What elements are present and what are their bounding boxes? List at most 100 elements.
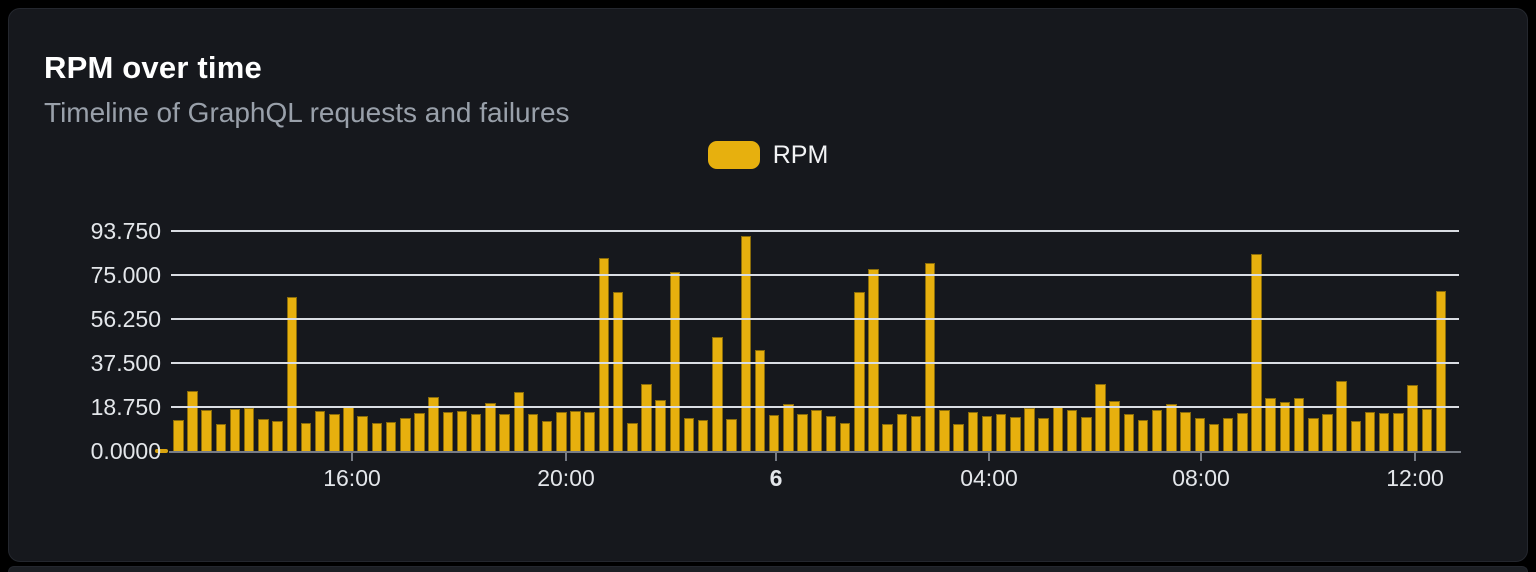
bar[interactable]: [541, 421, 553, 451]
gridline: [171, 362, 1459, 364]
bar[interactable]: [414, 412, 425, 451]
bar[interactable]: [1010, 416, 1021, 451]
bar[interactable]: [1322, 414, 1333, 451]
bar[interactable]: [669, 271, 681, 451]
bar[interactable]: [1052, 406, 1064, 451]
bar[interactable]: [499, 413, 510, 451]
bar[interactable]: [513, 391, 524, 451]
bar[interactable]: [697, 420, 709, 451]
bar[interactable]: [1393, 412, 1404, 451]
bar[interactable]: [882, 423, 893, 451]
bar[interactable]: [768, 415, 780, 451]
bar[interactable]: [272, 421, 283, 451]
bar[interactable]: [1024, 408, 1035, 451]
bar[interactable]: [201, 410, 212, 451]
bar[interactable]: [300, 423, 312, 451]
bar[interactable]: [442, 411, 454, 451]
bar[interactable]: [371, 423, 383, 451]
bar[interactable]: [641, 384, 652, 451]
bar[interactable]: [584, 411, 595, 451]
bar[interactable]: [598, 258, 610, 451]
bar[interactable]: [1081, 416, 1092, 451]
bar-series-rpm: [171, 231, 1459, 451]
bar[interactable]: [456, 411, 468, 451]
bar[interactable]: [1109, 401, 1120, 451]
bar[interactable]: [1137, 420, 1149, 451]
bar[interactable]: [400, 417, 411, 451]
bar[interactable]: [854, 291, 865, 451]
y-axis-label: 93.750: [90, 218, 161, 244]
bar[interactable]: [215, 424, 227, 451]
bar[interactable]: [556, 411, 567, 451]
bar[interactable]: [726, 419, 737, 451]
bar[interactable]: [924, 263, 936, 451]
bar[interactable]: [1066, 410, 1078, 451]
bar[interactable]: [754, 350, 766, 451]
bar[interactable]: [1038, 418, 1049, 451]
panel-title: RPM over time: [44, 50, 262, 85]
bar[interactable]: [570, 411, 581, 451]
bar[interactable]: [1251, 254, 1262, 451]
bar[interactable]: [1421, 408, 1432, 451]
bar[interactable]: [839, 422, 851, 451]
bar[interactable]: [995, 414, 1007, 451]
bar[interactable]: [187, 390, 198, 451]
bar[interactable]: [868, 269, 879, 451]
bar[interactable]: [981, 416, 993, 451]
bar[interactable]: [712, 337, 723, 451]
bar[interactable]: [1378, 413, 1390, 451]
x-axis-tick: [1200, 452, 1202, 461]
bar[interactable]: [343, 406, 354, 451]
bar[interactable]: [470, 413, 482, 451]
bar[interactable]: [612, 291, 624, 451]
bar[interactable]: [229, 408, 241, 451]
bar[interactable]: [783, 403, 794, 451]
bar[interactable]: [1237, 412, 1248, 451]
y-axis-label: 37.500: [90, 350, 161, 376]
bar[interactable]: [1222, 417, 1234, 451]
bar[interactable]: [1265, 397, 1276, 451]
bar[interactable]: [627, 423, 638, 451]
bar[interactable]: [1279, 402, 1291, 451]
legend-item-rpm[interactable]: RPM: [707, 141, 829, 169]
bar[interactable]: [329, 413, 340, 451]
bar[interactable]: [243, 408, 255, 451]
bar[interactable]: [797, 414, 808, 451]
bar[interactable]: [258, 419, 269, 451]
bar[interactable]: [953, 423, 964, 451]
bar[interactable]: [939, 410, 950, 451]
bar[interactable]: [1123, 414, 1135, 451]
bar[interactable]: [1095, 384, 1106, 451]
bar[interactable]: [825, 416, 837, 451]
bar[interactable]: [1350, 421, 1362, 451]
bar[interactable]: [286, 297, 297, 451]
bar[interactable]: [896, 414, 908, 451]
bar[interactable]: [1336, 381, 1347, 451]
bar[interactable]: [967, 412, 978, 451]
bar[interactable]: [357, 416, 368, 451]
bar[interactable]: [1308, 418, 1319, 451]
bar[interactable]: [740, 236, 751, 451]
bar[interactable]: [1208, 423, 1220, 451]
bar[interactable]: [1293, 397, 1305, 451]
bar[interactable]: [683, 418, 695, 451]
bar[interactable]: [910, 416, 922, 451]
bar[interactable]: [314, 411, 326, 451]
bar[interactable]: [1194, 418, 1205, 451]
bar[interactable]: [173, 420, 184, 451]
rpm-panel: RPM over time Timeline of GraphQL reques…: [8, 8, 1528, 562]
bar[interactable]: [485, 403, 496, 451]
bar[interactable]: [1180, 411, 1191, 451]
bar[interactable]: [1407, 385, 1418, 451]
bar[interactable]: [1151, 410, 1163, 451]
bar[interactable]: [385, 421, 397, 451]
bar[interactable]: [527, 413, 539, 451]
bar[interactable]: [1364, 412, 1376, 451]
bar[interactable]: [655, 400, 666, 451]
bar[interactable]: [428, 396, 439, 451]
x-axis-label: 04:00: [960, 465, 1018, 491]
bar[interactable]: [1435, 291, 1447, 451]
bar[interactable]: [1166, 403, 1177, 451]
bar[interactable]: [811, 410, 822, 451]
legend-label: RPM: [772, 141, 829, 169]
